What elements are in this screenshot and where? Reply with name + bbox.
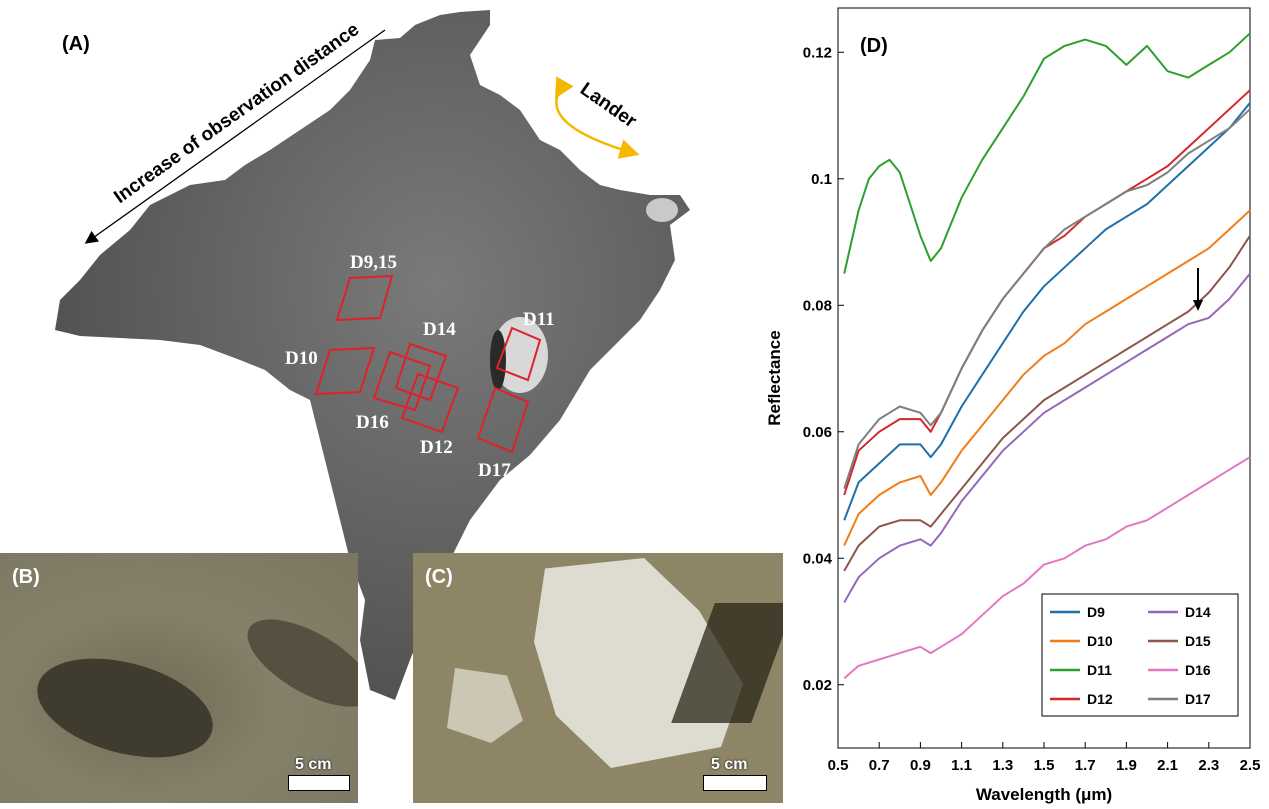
region-label-d12: D12 [420, 437, 453, 458]
legend-label-d17: D17 [1185, 691, 1211, 707]
track-shadow [234, 602, 358, 724]
panel-c-label: (C) [425, 566, 453, 588]
rock-bright-patch [646, 198, 678, 222]
x-tick-label: 1.9 [1116, 757, 1137, 774]
y-tick-label: 0.02 [803, 677, 832, 694]
region-label-d10: D10 [285, 348, 318, 369]
rock-d11 [492, 317, 548, 393]
scale-bar-c [703, 775, 767, 791]
panel-d-label: (D) [860, 35, 888, 57]
series-line-d17 [843, 108, 1251, 490]
legend-label-d12: D12 [1087, 691, 1113, 707]
region-label-d11: D11 [523, 309, 555, 330]
x-tick-label: 1.5 [1034, 757, 1055, 774]
x-axis-title: Wavelength (μm) [976, 785, 1112, 804]
legend-label-d10: D10 [1087, 633, 1113, 649]
region-box-d14 [394, 342, 448, 402]
region-boxes [314, 274, 542, 454]
panel-b-label: (B) [12, 566, 40, 588]
region-box-d10 [314, 346, 376, 396]
observation-arrow [84, 29, 386, 244]
legend: D9 D14 D10 D15 D11 D16 D12 D17 [1041, 593, 1239, 717]
legend-label-d9: D9 [1087, 604, 1105, 620]
y-tick-label: 0.08 [803, 297, 832, 314]
region-label-d14: D14 [423, 319, 456, 340]
y-tick-label: 0.1 [811, 171, 832, 188]
d15-arrow-head [1193, 300, 1203, 311]
x-tick-label: 0.5 [828, 757, 849, 774]
region-box-d11 [495, 326, 542, 382]
region-box-d16 [372, 350, 432, 412]
region-label-d17: D17 [478, 460, 511, 481]
x-tick-label: 0.9 [910, 757, 931, 774]
x-tick-label: 1.3 [992, 757, 1013, 774]
rock-d11-shadow [490, 330, 506, 390]
scale-label-b: 5 cm [295, 756, 332, 773]
x-ticks: 0.5 0.7 0.9 1.1 1.3 1.5 1.7 1.9 2.1 2.3 2.5 [828, 742, 1261, 774]
x-tick-label: 2.3 [1198, 757, 1219, 774]
rock-fragment [447, 668, 523, 743]
series-line-d11 [843, 32, 1251, 274]
region-box-d9-15 [335, 274, 394, 322]
region-label-d16: D16 [356, 412, 389, 433]
legend-label-d15: D15 [1185, 633, 1211, 649]
lander-arrow [555, 76, 640, 159]
y-ticks: 0.02 0.04 0.06 0.08 0.1 0.12 [803, 44, 844, 694]
x-tick-label: 2.1 [1157, 757, 1178, 774]
series-lines [843, 32, 1251, 680]
x-tick-label: 2.5 [1240, 757, 1261, 774]
series-line-d9 [843, 102, 1251, 521]
series-line-d15 [843, 235, 1251, 572]
panel-a-label: (A) [62, 33, 90, 55]
x-tick-label: 0.7 [869, 757, 890, 774]
footprint-depression [26, 641, 224, 775]
legend-label-d16: D16 [1185, 662, 1211, 678]
y-tick-label: 0.04 [803, 550, 833, 567]
legend-label-d11: D11 [1087, 662, 1112, 678]
region-box-d17 [476, 386, 530, 454]
scale-bar-b [288, 775, 350, 791]
region-label-d9-15: D9,15 [350, 252, 397, 273]
y-axis-title: Reflectance [765, 330, 784, 425]
photo-b [0, 553, 358, 803]
legend-label-d14: D14 [1185, 604, 1211, 620]
y-tick-label: 0.12 [803, 44, 832, 61]
lander-label: Lander [576, 79, 640, 133]
x-tick-label: 1.1 [951, 757, 972, 774]
reflectance-chart: 0.02 0.04 0.06 0.08 0.1 0.12 0.5 0.7 0.9 1.1 1.3 1… [765, 7, 1261, 804]
photo-c [413, 553, 783, 803]
series-line-d14 [843, 272, 1251, 603]
y-tick-label: 0.06 [803, 424, 832, 441]
scale-label-c: 5 cm [711, 756, 748, 773]
mosaic-panel: Increase of observation distance Lander … [55, 10, 690, 700]
series-line-d10 [843, 209, 1251, 547]
region-box-d12 [400, 372, 460, 434]
legend-box [1041, 593, 1239, 717]
x-tick-label: 1.7 [1075, 757, 1096, 774]
series-line-d16 [843, 456, 1251, 680]
